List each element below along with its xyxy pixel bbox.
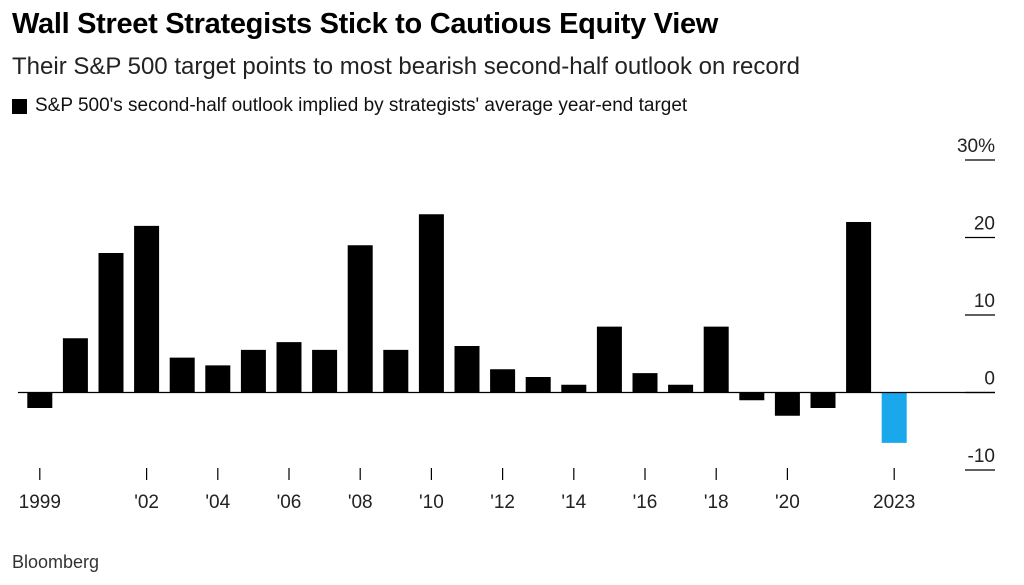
x-tick-label: '10 xyxy=(419,492,444,513)
x-tick-label: 2023 xyxy=(873,492,915,513)
bar xyxy=(739,392,765,401)
bar xyxy=(454,346,480,393)
bar xyxy=(561,384,587,393)
bar xyxy=(383,349,409,393)
y-tick-label: 30% xyxy=(957,136,995,157)
bar xyxy=(881,392,907,443)
bar xyxy=(27,392,53,408)
y-tick-label: 0 xyxy=(984,369,995,390)
legend-swatch xyxy=(12,98,27,114)
bar xyxy=(490,369,516,393)
source-label: Bloomberg xyxy=(12,552,100,572)
bar xyxy=(134,225,160,393)
bar xyxy=(240,349,266,393)
chart-title: Wall Street Strategists Stick to Cautiou… xyxy=(12,8,719,40)
bar xyxy=(596,326,622,393)
x-tick-label: '02 xyxy=(134,492,159,513)
bar xyxy=(703,326,729,393)
bar xyxy=(205,365,231,393)
bar xyxy=(632,373,658,393)
x-tick-label: '20 xyxy=(775,492,800,513)
bar xyxy=(668,384,694,393)
x-tick-label: '06 xyxy=(277,492,302,513)
y-tick-label: -10 xyxy=(968,446,995,467)
x-tick-label: 1999 xyxy=(19,492,61,513)
x-tick-label: '14 xyxy=(561,492,586,513)
bar xyxy=(525,377,551,393)
bar xyxy=(347,245,373,393)
x-tick-label: '08 xyxy=(348,492,373,513)
bar xyxy=(312,349,338,393)
x-tick-label: '12 xyxy=(490,492,515,513)
bar xyxy=(169,357,195,393)
legend: S&P 500's second-half outlook implied by… xyxy=(12,95,687,117)
bar xyxy=(810,392,836,408)
bar xyxy=(846,222,872,393)
bar xyxy=(276,342,302,393)
y-tick-label: 20 xyxy=(974,214,995,235)
x-tick-label: '04 xyxy=(205,492,230,513)
legend-label: S&P 500's second-half outlook implied by… xyxy=(35,95,688,116)
y-tick-label: 10 xyxy=(974,291,995,312)
bar xyxy=(774,392,800,416)
bar xyxy=(62,338,88,393)
x-tick-label: '18 xyxy=(704,492,729,513)
bar xyxy=(98,253,124,393)
x-tick-label: '16 xyxy=(633,492,658,513)
chart-subtitle: Their S&P 500 target points to most bear… xyxy=(12,53,801,80)
bar xyxy=(418,214,444,393)
